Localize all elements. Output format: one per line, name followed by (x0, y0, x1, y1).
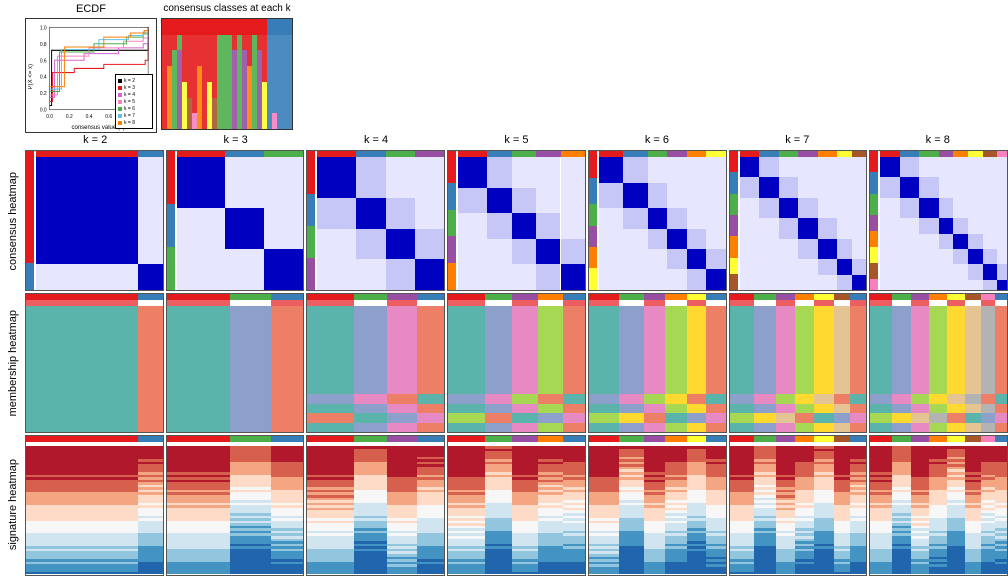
svg-text:0.6: 0.6 (105, 114, 112, 120)
membership-heatmap-k8 (869, 293, 1008, 434)
column-header: k = 5 (446, 130, 586, 150)
consensus-heatmap-k6 (588, 150, 727, 291)
membership-heatmap-k5 (447, 293, 586, 434)
consensus-heatmap-k8 (869, 150, 1008, 291)
grid-row (25, 293, 1008, 434)
consensus-heatmap-k7 (729, 150, 868, 291)
signature-heatmap-k6 (588, 435, 727, 576)
ecdf-legend: k = 2k = 3k = 4k = 5k = 6k = 7k = 8 (115, 74, 153, 129)
membership-heatmap-k4 (306, 293, 445, 434)
svg-text:1.0: 1.0 (40, 25, 47, 31)
row-label: membership heatmap (0, 292, 25, 434)
ecdf-ylabel: P(X <= x) (28, 64, 34, 89)
consensus-classes-title: consensus classes at each k (161, 0, 293, 18)
membership-heatmap-k3 (166, 293, 305, 434)
ecdf-plot: 0.00.20.40.60.81.00.00.20.40.60.81.0 P(X… (25, 18, 157, 133)
consensus-heatmap-k5 (447, 150, 586, 291)
grid-columns: k = 2k = 3k = 4k = 5k = 6k = 7k = 8 (25, 130, 1008, 576)
signature-heatmap-k5 (447, 435, 586, 576)
svg-text:0.4: 0.4 (40, 75, 47, 81)
signature-heatmap-k4 (306, 435, 445, 576)
column-header: k = 8 (868, 130, 1008, 150)
consensus-heatmap-k4 (306, 150, 445, 291)
svg-text:0.8: 0.8 (40, 42, 47, 48)
svg-text:0.0: 0.0 (40, 108, 47, 114)
grid-body (25, 150, 1008, 576)
main-grid: consensus heatmapmembership heatmapsigna… (0, 130, 1008, 576)
svg-text:0.6: 0.6 (40, 58, 47, 64)
membership-heatmap-k2 (25, 293, 164, 434)
top-row: ECDF 0.00.20.40.60.81.00.00.20.40.60.81.… (25, 0, 1008, 130)
row-label: consensus heatmap (0, 150, 25, 292)
column-header: k = 3 (165, 130, 305, 150)
consensus-classes-plot (161, 18, 293, 130)
svg-text:0.0: 0.0 (46, 114, 53, 120)
ecdf-panel: ECDF 0.00.20.40.60.81.00.00.20.40.60.81.… (25, 0, 157, 130)
column-header: k = 7 (727, 130, 867, 150)
ecdf-title: ECDF (25, 0, 157, 18)
consensus-heatmap-k3 (166, 150, 305, 291)
membership-heatmap-k6 (588, 293, 727, 434)
membership-heatmap-k7 (729, 293, 868, 434)
consensus-classes-panel: consensus classes at each k (161, 0, 293, 130)
svg-text:0.2: 0.2 (66, 114, 73, 120)
grid-row (25, 435, 1008, 576)
figure-container: ECDF 0.00.20.40.60.81.00.00.20.40.60.81.… (0, 0, 1008, 576)
signature-heatmap-k7 (729, 435, 868, 576)
column-header: k = 6 (587, 130, 727, 150)
signature-heatmap-k8 (869, 435, 1008, 576)
column-header: k = 4 (306, 130, 446, 150)
column-headers: k = 2k = 3k = 4k = 5k = 6k = 7k = 8 (25, 130, 1008, 150)
signature-heatmap-k3 (166, 435, 305, 576)
consensus-heatmap-k2 (25, 150, 164, 291)
signature-heatmap-k2 (25, 435, 164, 576)
row-label: signature heatmap (0, 434, 25, 576)
svg-text:0.2: 0.2 (40, 91, 47, 97)
row-labels: consensus heatmapmembership heatmapsigna… (0, 130, 25, 576)
grid-row (25, 150, 1008, 291)
svg-text:0.4: 0.4 (86, 114, 93, 120)
